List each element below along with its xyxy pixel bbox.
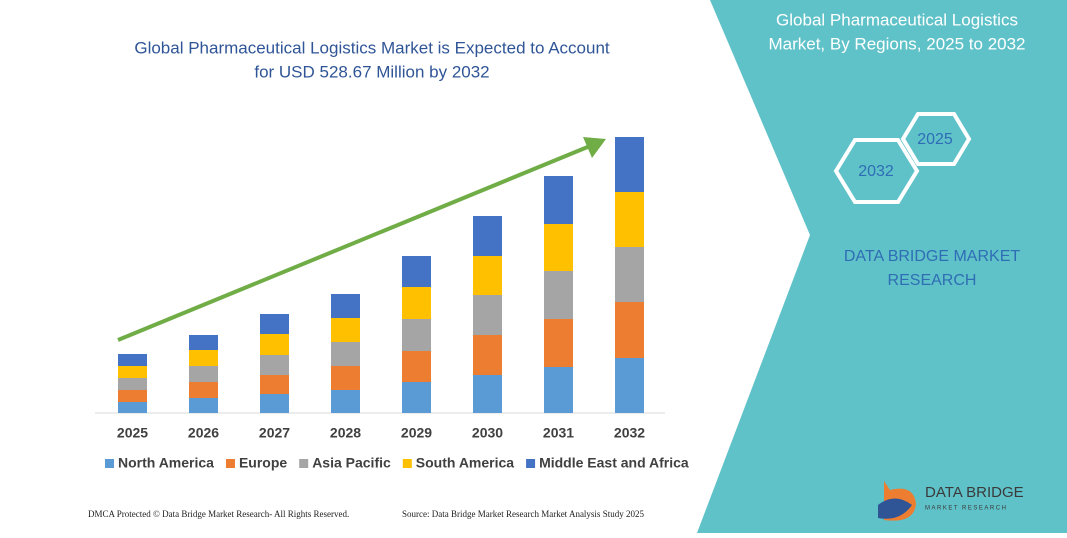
bar-segment — [544, 271, 573, 319]
legend-label: Middle East and Africa — [539, 455, 689, 471]
chart-title: for USD 528.67 Million by 2032 — [254, 62, 489, 81]
bar-segment — [331, 294, 360, 318]
bar-segment — [615, 358, 644, 413]
bar-segment — [189, 366, 218, 382]
bar-segment — [189, 335, 218, 350]
trend-arrow-head — [583, 137, 606, 158]
bar-segment — [331, 390, 360, 413]
bar-segment — [402, 319, 431, 351]
side-panel — [697, 0, 1067, 533]
logo-icon — [878, 498, 912, 519]
x-tick-label: 2029 — [401, 425, 432, 441]
legend-swatch — [526, 459, 536, 468]
bar-segment — [544, 224, 573, 271]
bar-segment — [118, 390, 147, 402]
bar-segment — [402, 256, 431, 287]
bar-segment — [473, 295, 502, 335]
bar-segment — [473, 256, 502, 295]
bar-segment — [331, 318, 360, 342]
bar-segment — [402, 287, 431, 319]
footer-left: DMCA Protected © Data Bridge Market Rese… — [88, 509, 349, 519]
x-tick-label: 2032 — [614, 425, 645, 441]
bar-segment — [615, 247, 644, 302]
bar-segment — [615, 192, 644, 247]
bar-segment — [473, 216, 502, 256]
x-tick-label: 2028 — [330, 425, 361, 441]
bar-segment — [544, 367, 573, 413]
logo-name: DATA BRIDGE — [925, 484, 1024, 501]
legend-swatch — [402, 459, 412, 468]
bar-segment — [118, 402, 147, 413]
bar-segment — [615, 302, 644, 358]
footer-right: Source: Data Bridge Market Research Mark… — [402, 509, 644, 519]
x-tick-label: 2025 — [117, 425, 148, 441]
hexagon-label: 2025 — [917, 131, 953, 148]
bar-segment — [544, 319, 573, 367]
bar-segment — [402, 351, 431, 382]
brand-text: DATA BRIDGE MARKET — [844, 248, 1021, 265]
legend-swatch — [225, 459, 235, 468]
bar-segment — [402, 382, 431, 413]
legend-swatch — [105, 459, 114, 468]
legend-label: Europe — [239, 455, 287, 471]
bar-segment — [118, 378, 147, 390]
legend-label: South America — [416, 455, 514, 471]
bar-segment — [189, 398, 218, 413]
logo-tagline: MARKET RESEARCH — [925, 506, 1007, 512]
hexagon — [900, 112, 972, 166]
legend-label: Asia Pacific — [312, 455, 391, 471]
bar-segment — [473, 375, 502, 413]
x-tick-label: 2031 — [543, 425, 574, 441]
panel-title: Global Pharmaceutical Logistics — [776, 10, 1018, 29]
bar-segment — [473, 335, 502, 375]
x-tick-label: 2030 — [472, 425, 503, 441]
bar-segment — [331, 366, 360, 390]
x-tick-label: 2027 — [259, 425, 290, 441]
trend-arrow — [117, 144, 591, 342]
bar-segment — [118, 354, 147, 366]
legend-swatch — [299, 459, 309, 468]
brand-text: RESEARCH — [888, 272, 977, 289]
bar-segment — [260, 375, 289, 394]
chart-title: Global Pharmaceutical Logistics Market i… — [134, 38, 610, 57]
x-tick-label: 2026 — [188, 425, 219, 441]
legend-label: North America — [118, 455, 214, 471]
bar-segment — [189, 382, 218, 398]
bar-segment — [189, 350, 218, 366]
bar-segment — [260, 355, 289, 375]
bar-segment — [118, 366, 147, 378]
bar-segment — [615, 137, 644, 192]
hexagon — [833, 138, 920, 204]
bar-segment — [544, 176, 573, 224]
bar-segment — [260, 314, 289, 334]
bar-segment — [260, 394, 289, 413]
bar-segment — [331, 342, 360, 366]
bar-segment — [260, 334, 289, 355]
hexagon-label: 2032 — [858, 163, 894, 180]
panel-title: Market, By Regions, 2025 to 2032 — [768, 34, 1025, 53]
